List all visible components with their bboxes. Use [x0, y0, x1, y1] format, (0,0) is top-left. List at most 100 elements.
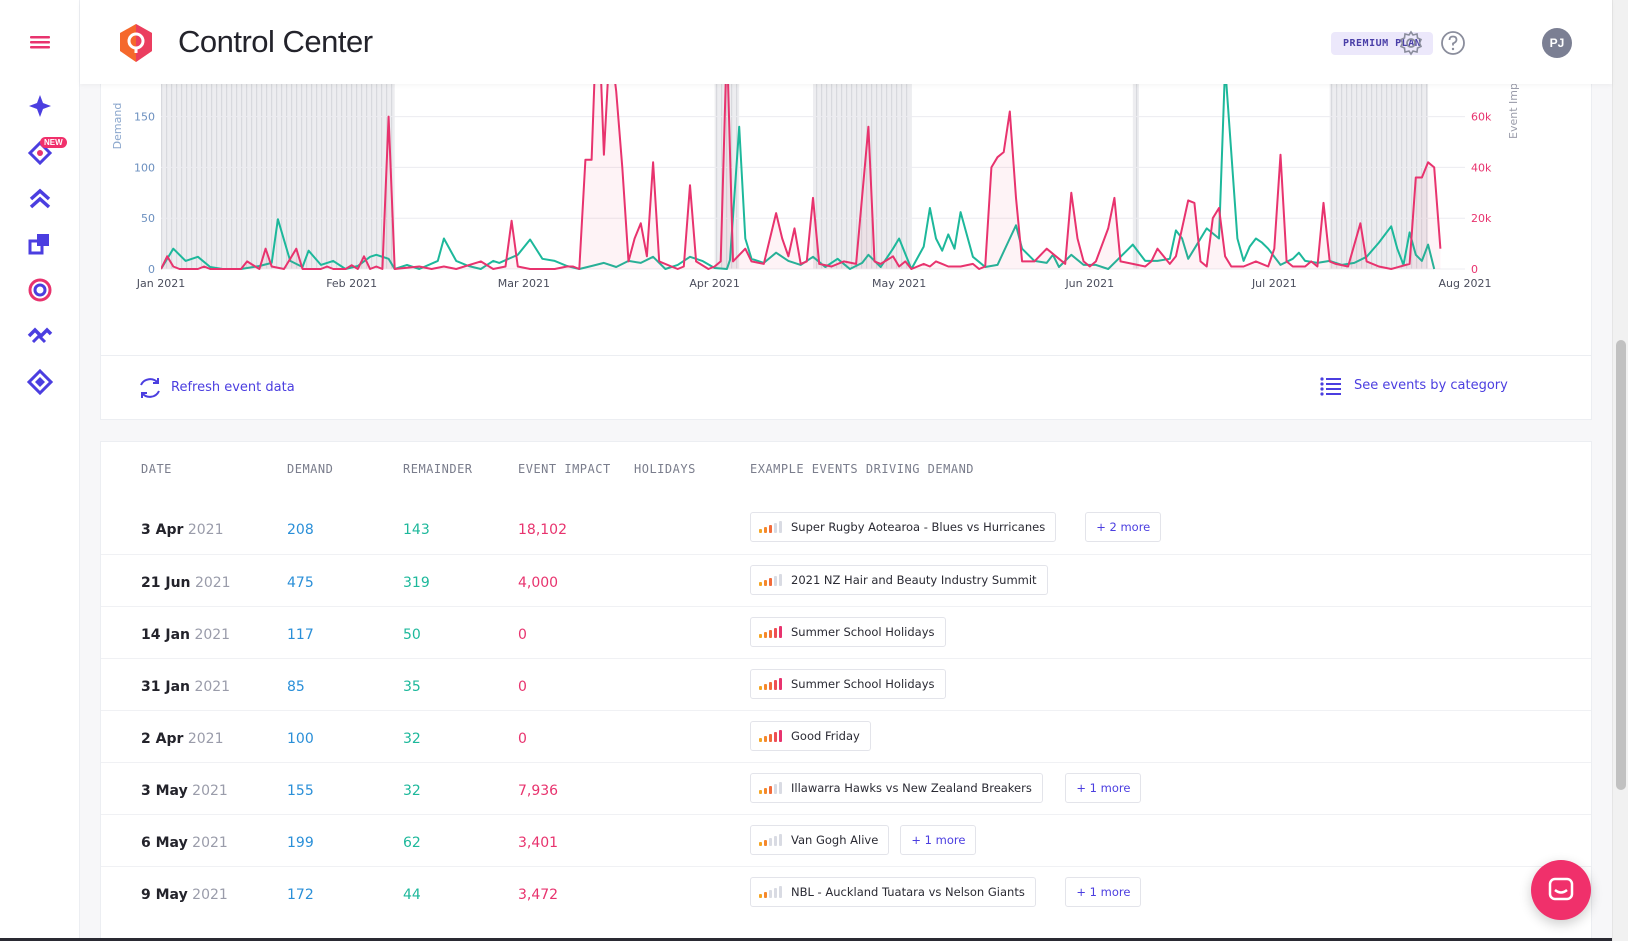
forecast-nav-icon[interactable]	[26, 185, 54, 213]
table-row[interactable]: 6 May 2021 199 62 3,401 Van Gogh Alive + 1 mo…	[101, 814, 1591, 868]
chat-launcher-button[interactable]	[1531, 860, 1591, 920]
x-tick-label: May 2021	[872, 277, 926, 290]
table-row[interactable]: 31 Jan 2021 85 35 0 Summer School Holidays	[101, 658, 1591, 712]
row-date: 31 Jan 2021	[141, 679, 230, 695]
col-date[interactable]: DATE	[141, 462, 172, 476]
integrations-nav-icon[interactable]	[26, 368, 54, 396]
row-date-day: 3 Apr	[141, 522, 184, 538]
event-impact-series-line	[161, 81, 1442, 270]
row-demand: 475	[287, 575, 314, 591]
event-tag[interactable]: Van Gogh Alive	[750, 825, 890, 855]
x-tick-label: Jun 2021	[1064, 277, 1114, 290]
row-demand: 85	[287, 679, 305, 695]
table-row[interactable]: 9 May 2021 172 44 3,472 NBL - Auckland Tuata…	[101, 866, 1591, 920]
more-events-button[interactable]: + 1 more	[1065, 877, 1142, 907]
row-date-day: 2 Apr	[141, 731, 184, 747]
event-tag-label: Summer School Holidays	[791, 677, 935, 691]
more-events-button[interactable]: + 1 more	[1065, 773, 1142, 803]
table-row[interactable]: 2 Apr 2021 100 32 0 Good Friday	[101, 710, 1591, 764]
event-tag[interactable]: 2021 NZ Hair and Beauty Industry Summit	[750, 565, 1048, 595]
y-tick-label: 0	[148, 263, 155, 276]
explore-nav-icon[interactable]	[26, 139, 54, 167]
event-tag-label: Illawarra Hawks vs New Zealand Breakers	[791, 781, 1032, 795]
top-bar: Control Center PREMIUM PLAN PJ	[80, 0, 1612, 84]
col-remainder[interactable]: REMAINDER	[403, 462, 473, 476]
list-category-icon[interactable]	[1320, 376, 1342, 396]
row-event-impact: 0	[518, 627, 527, 643]
y-tick-label: 100	[134, 161, 155, 174]
table-row[interactable]: 3 May 2021 155 32 7,936 Illawarra Hawks vs N…	[101, 762, 1591, 816]
event-tag[interactable]: Summer School Holidays	[750, 617, 946, 647]
y-tick-label: 50	[141, 212, 155, 225]
table-row[interactable]: 21 Jun 2021 475 319 4,000 2021 NZ Hair and B…	[101, 554, 1591, 608]
settings-gear-icon[interactable]	[1398, 30, 1424, 56]
app-logo-icon[interactable]	[116, 22, 156, 64]
col-holidays[interactable]: HOLIDAYS	[634, 462, 696, 476]
more-events-button[interactable]: + 1 more	[900, 825, 977, 855]
event-tag[interactable]: Good Friday	[750, 721, 871, 751]
event-tag[interactable]: Illawarra Hawks vs New Zealand Breakers	[750, 773, 1043, 803]
row-date-year: 2021	[194, 679, 231, 695]
y2-tick-label: 0	[1471, 263, 1478, 276]
row-date: 21 Jun 2021	[141, 575, 231, 591]
col-event-impact[interactable]: EVENT IMPACT	[518, 462, 611, 476]
event-tag[interactable]: Super Rugby Aotearoa - Blues vs Hurrican…	[750, 512, 1057, 542]
window-bottom-edge	[0, 938, 1612, 941]
row-demand: 100	[287, 731, 314, 747]
row-demand: 172	[287, 887, 314, 903]
x-tick-label: Feb 2021	[326, 277, 377, 290]
table-row[interactable]: 14 Jan 2021 117 50 0 Summer School Holidays	[101, 606, 1591, 660]
more-events-button[interactable]: + 2 more	[1085, 512, 1162, 542]
sidebar: NEW	[0, 0, 80, 941]
sparkle-nav-icon[interactable]	[26, 92, 54, 120]
trend-nav-icon[interactable]	[26, 322, 54, 350]
row-date-year: 2021	[194, 575, 231, 591]
row-event-impact: 0	[518, 679, 527, 695]
help-icon[interactable]	[1440, 30, 1466, 56]
y-tick-label: 150	[134, 111, 155, 124]
event-tag[interactable]: NBL - Auckland Tuatara vs Nelson Giants	[750, 877, 1036, 907]
row-date-year: 2021	[187, 731, 224, 747]
table-row[interactable]: 3 Apr 2021 208 143 18,102 Super Rugby Aotear…	[101, 502, 1591, 556]
col-example-events: EXAMPLE EVENTS DRIVING DEMAND	[750, 462, 975, 476]
row-remainder: 50	[403, 627, 421, 643]
col-demand[interactable]: DEMAND	[287, 462, 334, 476]
row-date-day: 31 Jan	[141, 679, 190, 695]
chart-actions: Refresh event data See events by categor…	[101, 355, 1591, 421]
impact-level-bars	[759, 886, 782, 898]
row-remainder: 35	[403, 679, 421, 695]
x-tick-label: Mar 2021	[498, 277, 550, 290]
see-events-by-category-link[interactable]: See events by category	[1354, 378, 1508, 393]
row-demand: 155	[287, 783, 314, 799]
impact-level-bars	[759, 521, 782, 533]
row-event-impact: 0	[518, 731, 527, 747]
row-date: 2 Apr 2021	[141, 731, 223, 747]
row-event-impact: 3,401	[518, 835, 559, 851]
target-nav-icon[interactable]	[26, 276, 54, 304]
row-date: 14 Jan 2021	[141, 627, 230, 643]
refresh-event-data-link[interactable]: Refresh event data	[171, 380, 295, 395]
page-title: Control Center	[178, 24, 373, 59]
scrollbar-thumb[interactable]	[1616, 340, 1626, 790]
plan-badge[interactable]: PREMIUM PLAN	[1331, 32, 1434, 55]
page-scrollbar[interactable]	[1612, 0, 1628, 941]
row-remainder: 62	[403, 835, 421, 851]
row-event-impact: 7,936	[518, 783, 559, 799]
row-date: 6 May 2021	[141, 835, 228, 851]
event-tag-label: Summer School Holidays	[791, 625, 935, 639]
row-remainder: 44	[403, 887, 421, 903]
menu-icon[interactable]	[26, 28, 54, 56]
user-avatar[interactable]: PJ	[1542, 28, 1572, 58]
row-remainder: 319	[403, 575, 430, 591]
demand-chart: 0 50 100 150 0 20k 40k 60k Jan 2021 Feb 2021 Mar 2…	[111, 81, 1520, 290]
layers-nav-icon[interactable]	[26, 230, 54, 258]
x-tick-label: Apr 2021	[689, 277, 740, 290]
row-date-year: 2021	[192, 835, 228, 851]
impact-level-bars	[759, 730, 782, 742]
row-remainder: 32	[403, 731, 421, 747]
event-tag-label: Van Gogh Alive	[791, 833, 879, 847]
event-tag[interactable]: Summer School Holidays	[750, 669, 946, 699]
event-tag-label: NBL - Auckland Tuatara vs Nelson Giants	[791, 885, 1025, 899]
refresh-icon[interactable]	[137, 375, 163, 401]
row-date: 3 May 2021	[141, 783, 228, 799]
